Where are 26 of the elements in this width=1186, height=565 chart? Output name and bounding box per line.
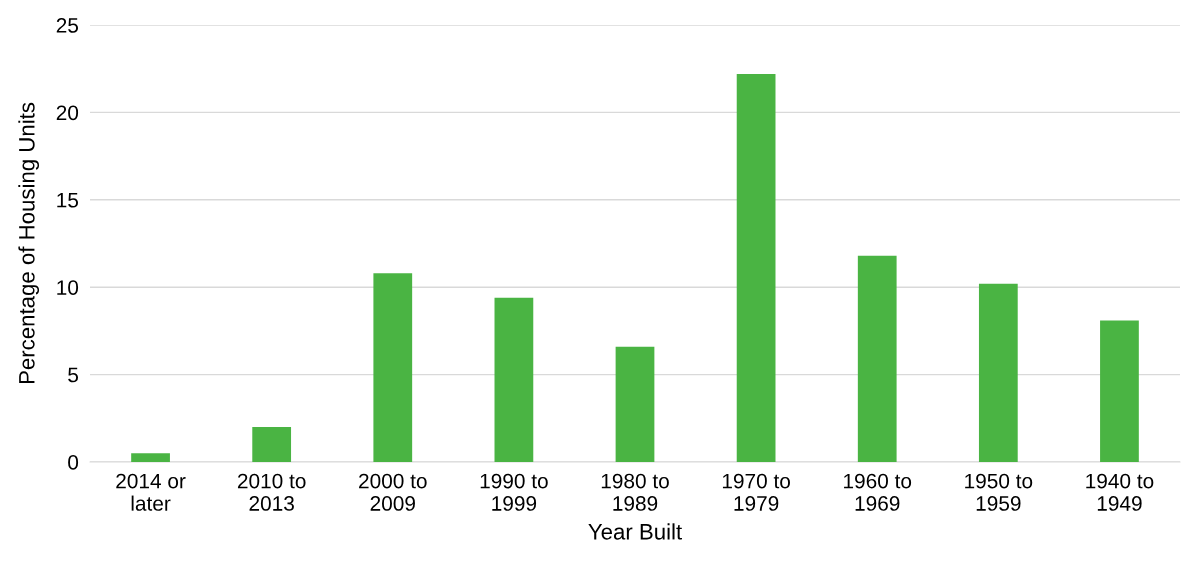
x-axis-title: Year Built — [588, 523, 682, 540]
y-axis-title: Percentage of Housing Units — [18, 102, 40, 384]
bar — [978, 283, 1018, 462]
y-tick-label: 10 — [57, 280, 79, 295]
y-tick-label: 25 — [56, 18, 79, 33]
x-tick-label: 2010 to 2013 — [237, 473, 306, 511]
y-tick-label: 20 — [56, 105, 79, 121]
x-tick-label: 2014 or later — [116, 473, 186, 511]
bar — [373, 273, 413, 462]
x-tick-label: 1950 to 1959 — [965, 473, 1033, 511]
bar — [252, 427, 292, 462]
bar — [615, 346, 655, 462]
bar — [494, 297, 534, 462]
x-tick-label: 1980 to 1989 — [601, 473, 669, 511]
bar — [1100, 320, 1139, 462]
bar — [857, 255, 897, 462]
bar — [131, 453, 170, 462]
x-tick-label: 1990 to 1999 — [480, 473, 548, 511]
x-tick-label: 1940 to 1949 — [1086, 473, 1154, 511]
y-tick-label: 5 — [68, 367, 79, 383]
y-tick-label: 15 — [57, 193, 79, 208]
bar — [736, 73, 776, 462]
x-tick-label: 1970 to 1979 — [722, 473, 790, 511]
y-tick-label: 0 — [68, 455, 79, 470]
x-tick-label: 1960 to 1969 — [844, 473, 912, 511]
x-tick-label: 2000 to 2009 — [359, 473, 427, 511]
